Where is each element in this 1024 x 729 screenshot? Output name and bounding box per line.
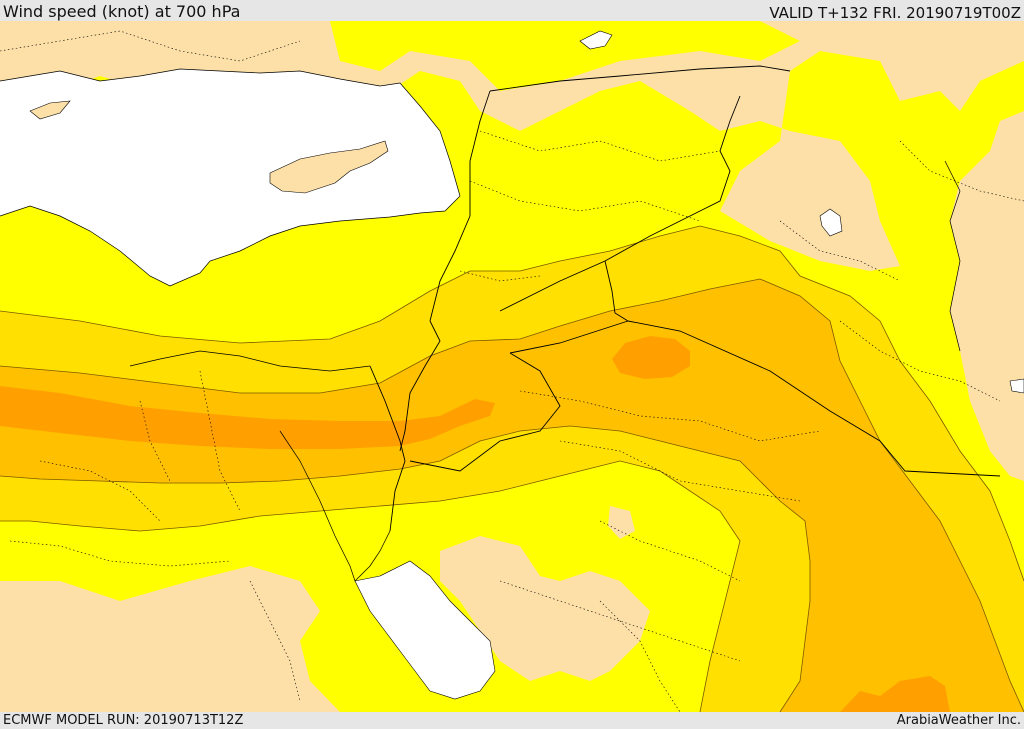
wind-band-light-east	[950, 111, 1024, 481]
wind-band-orange-jet	[0, 386, 495, 449]
coastlines	[0, 68, 961, 582]
wind-contours	[0, 225, 1024, 712]
lake-tharthar	[819, 208, 843, 237]
wind-band-light-southwest	[0, 566, 340, 712]
wind-band-orange-south	[840, 676, 950, 712]
credit-label: ArabiaWeather Inc.	[896, 713, 1021, 728]
wind-band-amber	[0, 279, 1024, 712]
persian-gulf-edge	[1009, 378, 1024, 394]
lake-van	[579, 30, 613, 50]
country-borders	[369, 65, 1001, 532]
wind-band-light-arabia	[440, 536, 650, 681]
valid-time-label: VALID T+132 FRI. 20190719T00Z	[769, 4, 1021, 22]
map-title: Wind speed (knot) at 700 hPa	[3, 2, 241, 21]
cyprus-island	[269, 140, 389, 194]
wind-speed-map[interactable]	[0, 21, 1024, 712]
map-canvas	[0, 21, 1024, 712]
wind-band-orange-core	[612, 336, 690, 379]
map-footer: ECMWF MODEL RUN: 20190713T12Z ArabiaWeat…	[0, 712, 1024, 729]
mediterranean-sea	[0, 69, 460, 286]
red-sea	[354, 560, 496, 700]
admin-boundaries	[0, 30, 1024, 712]
wind-band-light-patch	[608, 506, 635, 539]
crete-island	[29, 100, 71, 120]
map-header: Wind speed (knot) at 700 hPa VALID T+132…	[0, 0, 1024, 22]
model-run-label: ECMWF MODEL RUN: 20190713T12Z	[3, 713, 244, 728]
